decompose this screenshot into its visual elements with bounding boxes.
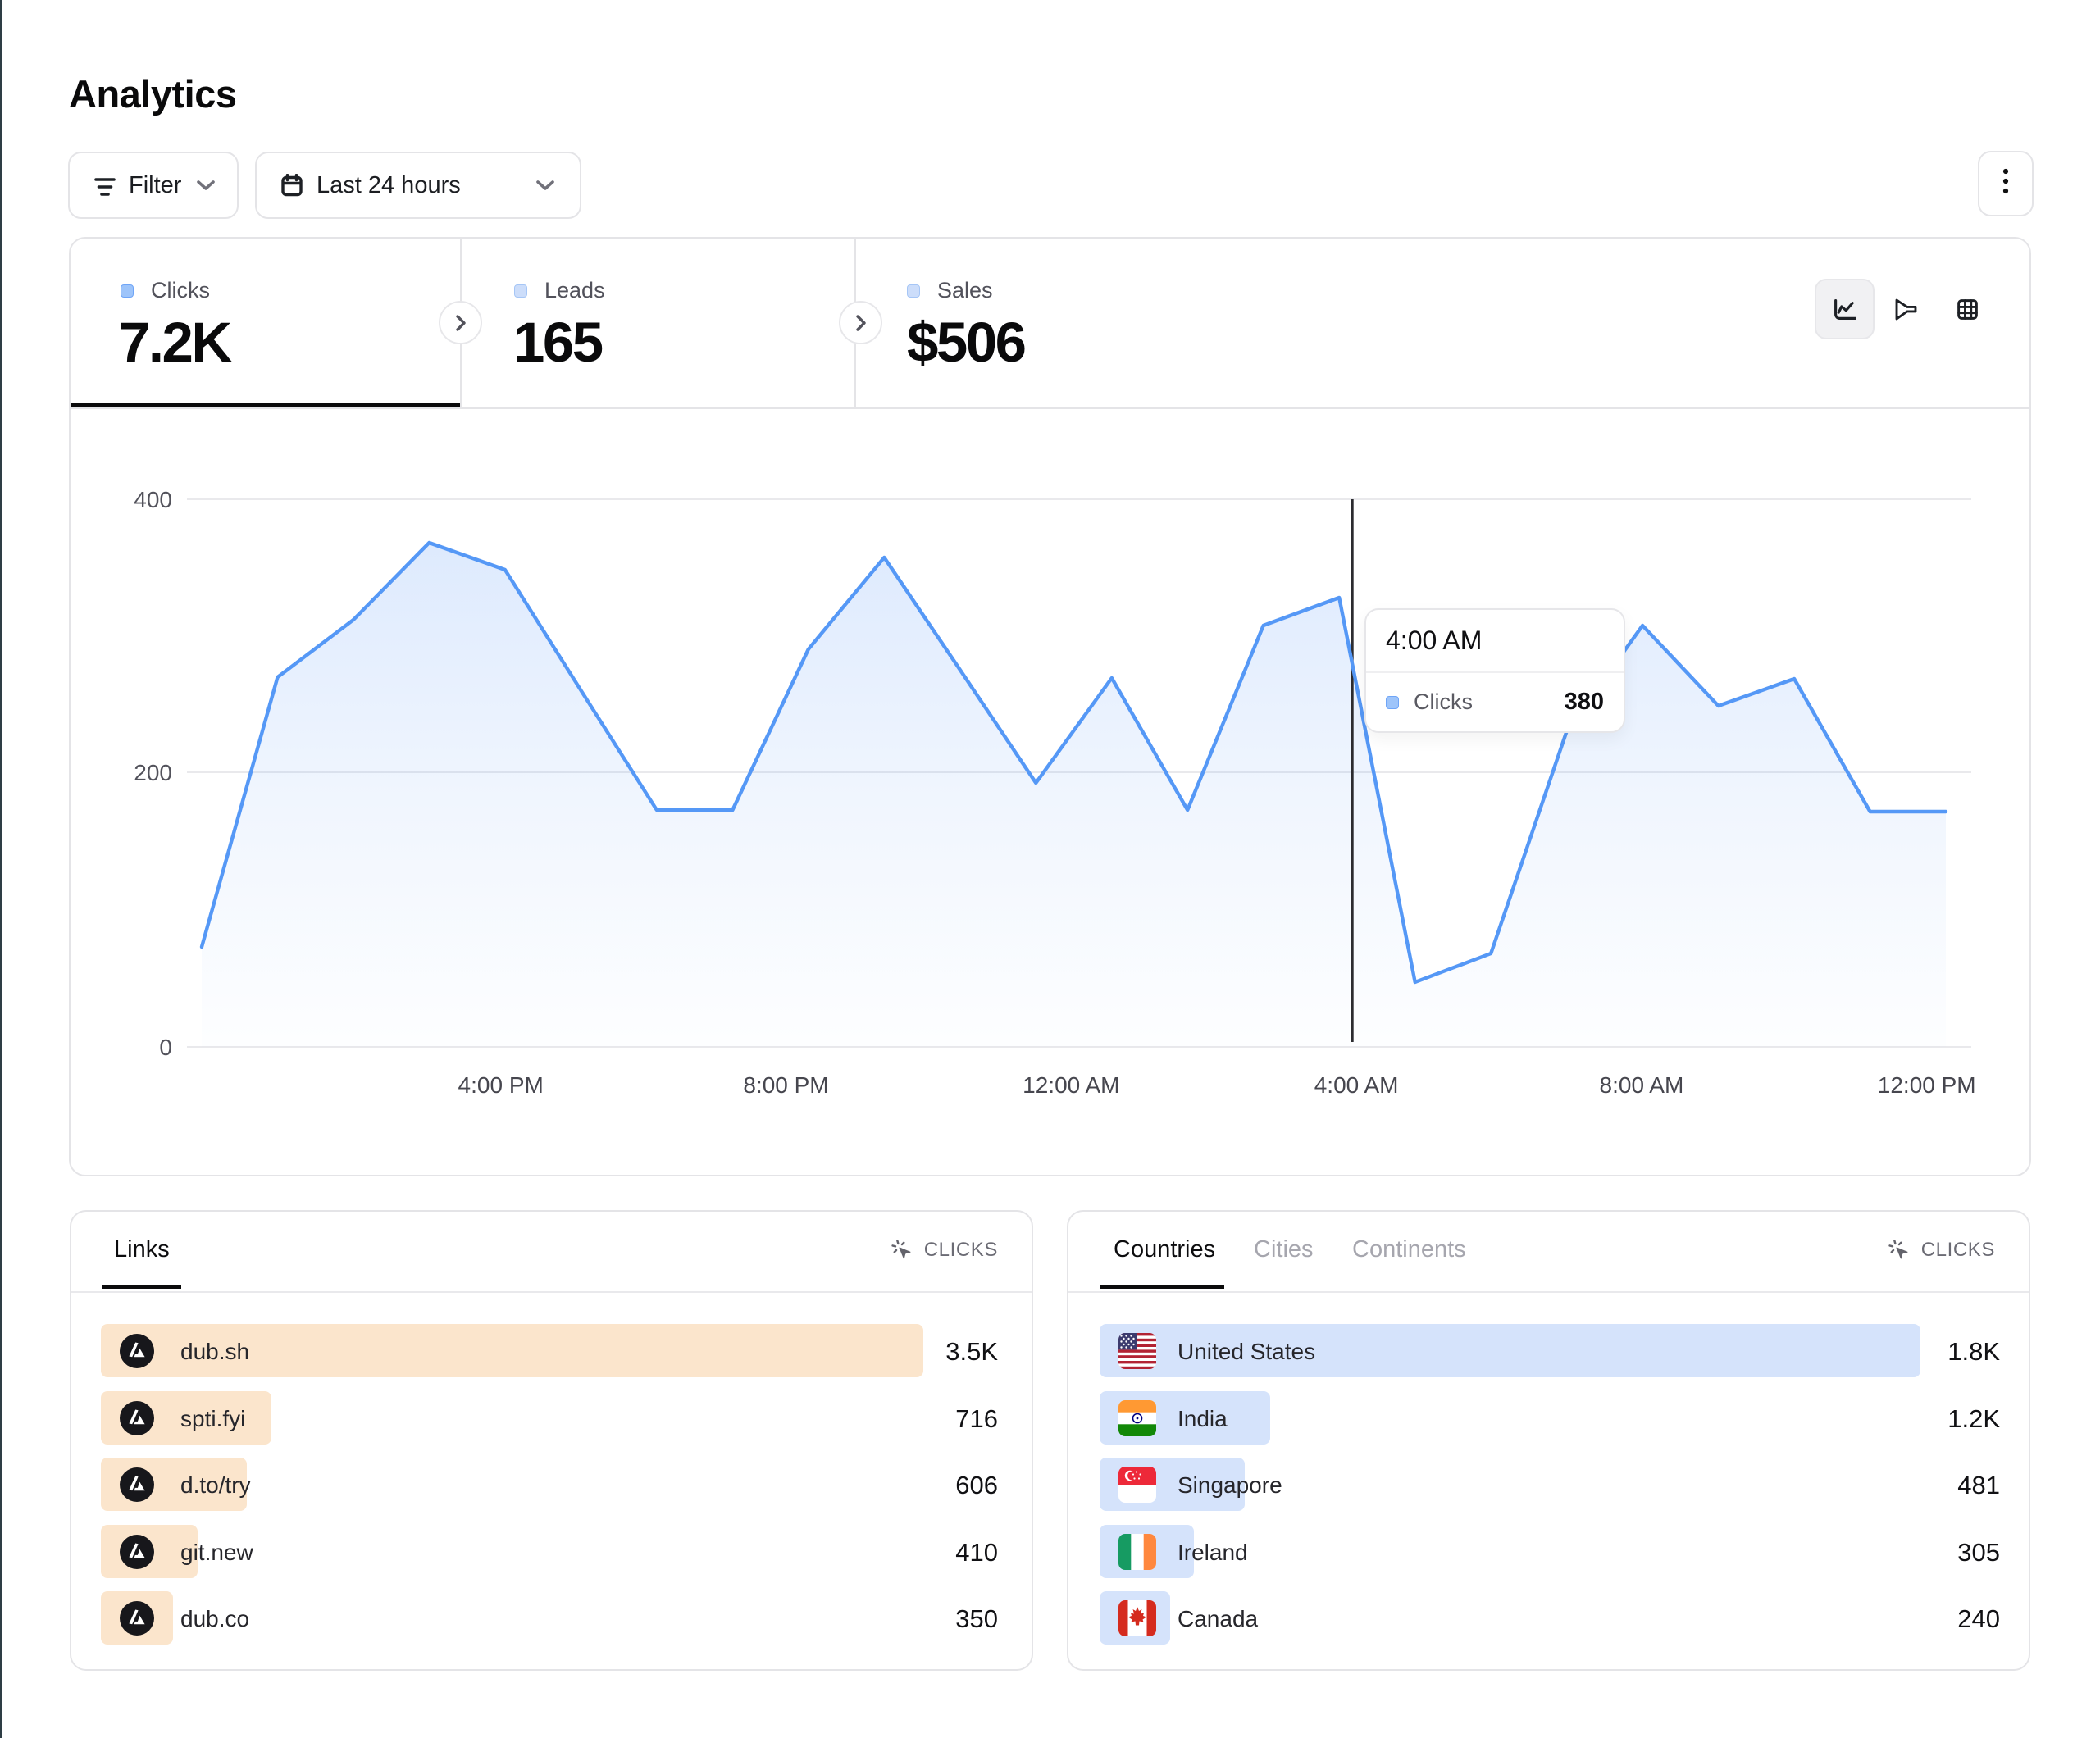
svg-text:0: 0 [159,1035,172,1060]
svg-text:200: 200 [134,760,172,785]
svg-text:4:00 AM: 4:00 AM [1314,1072,1399,1098]
svg-text:400: 400 [134,487,172,512]
svg-text:8:00 AM: 8:00 AM [1600,1072,1684,1098]
svg-text:4:00 PM: 4:00 PM [458,1072,544,1098]
svg-text:8:00 PM: 8:00 PM [743,1072,828,1098]
svg-text:12:00 AM: 12:00 AM [1023,1072,1119,1098]
svg-text:12:00 PM: 12:00 PM [1878,1072,1976,1098]
